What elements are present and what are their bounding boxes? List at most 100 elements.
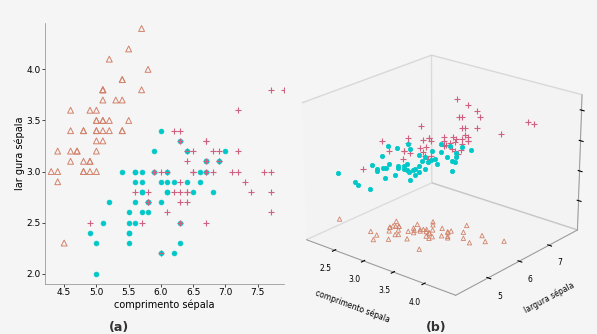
Point [201,159,211,164]
Point [169,128,179,133]
Point [98,87,107,93]
Point [143,199,153,205]
Point [130,189,140,195]
Point [85,108,95,113]
Point [66,159,75,164]
Point [118,77,127,82]
Point [156,169,166,174]
Point [182,179,192,184]
Point [169,189,179,195]
Point [143,67,153,72]
Point [208,148,217,154]
Point [201,138,211,144]
Point [104,199,114,205]
Point [85,159,95,164]
Point [208,189,217,195]
Point [98,87,107,93]
Point [260,169,269,174]
Point [118,77,127,82]
Point [162,169,172,174]
Point [72,148,82,154]
Point [266,189,275,195]
Point [124,210,134,215]
Point [143,189,153,195]
Point [47,169,56,174]
Point [124,220,134,225]
Point [130,179,140,184]
Point [118,169,127,174]
Point [85,169,95,174]
Point [214,159,224,164]
Point [137,87,146,93]
Point [162,189,172,195]
Point [53,148,63,154]
Point [98,138,107,144]
Point [266,169,275,174]
Point [98,87,107,93]
Point [98,118,107,123]
Point [66,108,75,113]
Point [79,159,88,164]
Point [176,199,185,205]
Point [176,128,185,133]
Point [118,97,127,103]
Point [124,230,134,235]
Y-axis label: largura sépala: largura sépala [523,281,576,316]
Point [201,169,211,174]
Point [162,210,172,215]
Point [176,189,185,195]
Point [72,148,82,154]
Point [195,179,204,184]
Point [66,128,75,133]
Point [79,128,88,133]
Point [118,128,127,133]
Point [79,169,88,174]
Point [124,118,134,123]
Point [214,159,224,164]
Point [156,250,166,256]
Point [85,230,95,235]
Point [104,128,114,133]
Point [130,199,140,205]
Point [98,118,107,123]
Point [233,108,243,113]
Point [176,220,185,225]
Point [124,46,134,51]
Point [201,220,211,225]
Point [176,138,185,144]
X-axis label: comprimento sépala: comprimento sépala [114,300,214,310]
Point [130,220,140,225]
Point [189,169,198,174]
Point [137,26,146,31]
Point [182,199,192,205]
Point [130,169,140,174]
Point [98,128,107,133]
Point [66,148,75,154]
Point [111,97,121,103]
Point [266,210,275,215]
Point [176,220,185,225]
Point [124,230,134,235]
Point [214,148,224,154]
Text: (a): (a) [109,321,130,334]
Point [79,128,88,133]
Point [91,138,101,144]
Point [104,118,114,123]
Point [182,148,192,154]
Point [169,179,179,184]
Point [143,199,153,205]
Point [201,159,211,164]
Point [53,169,63,174]
Point [143,199,153,205]
Point [150,169,159,174]
Point [169,250,179,256]
Point [91,128,101,133]
Point [156,179,166,184]
Point [176,240,185,246]
Point [195,169,204,174]
Point [201,169,211,174]
Point [201,159,211,164]
Point [98,97,107,103]
Point [182,189,192,195]
Point [182,159,192,164]
